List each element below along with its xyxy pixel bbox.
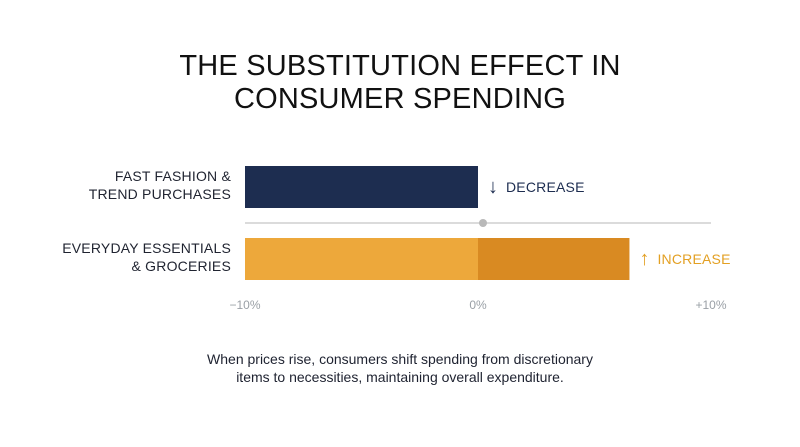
category-label-line: & GROCERIES (132, 258, 231, 274)
bar-0 (245, 166, 478, 208)
bars (245, 166, 630, 280)
decrease-arrow-icon: ↓ (488, 176, 498, 198)
zero-marker (479, 219, 487, 227)
category-label-0: FAST FASHION & TREND PURCHASES (89, 168, 232, 202)
category-label-line: TREND PURCHASES (89, 186, 231, 202)
category-label-line: FAST FASHION & (115, 168, 232, 184)
bar-labels: FAST FASHION & TREND PURCHASES EVERYDAY ES… (62, 168, 231, 274)
category-label-line: EVERYDAY ESSENTIALS (62, 240, 231, 256)
category-label-1: EVERYDAY ESSENTIALS & GROCERIES (62, 240, 231, 274)
x-tick-label: 0% (469, 298, 487, 312)
bar-1-value-segment (478, 238, 630, 280)
increase-arrow-icon: ↑ (639, 248, 649, 270)
bar-1-left-segment (245, 238, 478, 280)
chart-caption: When prices rise, consumers shift spendi… (207, 351, 593, 385)
annotations: ↓ DECREASE ↑ INCREASE (488, 176, 730, 270)
x-tick-label: +10% (695, 298, 726, 312)
tick-labels: −10% 0% +10% (229, 298, 726, 312)
chart-title: THE SUBSTITUTION EFFECT IN CONSUMER SPEN… (179, 50, 621, 115)
annotation-increase: INCREASE (657, 251, 730, 267)
x-tick-label: −10% (229, 298, 260, 312)
annotation-decrease: DECREASE (506, 179, 585, 195)
